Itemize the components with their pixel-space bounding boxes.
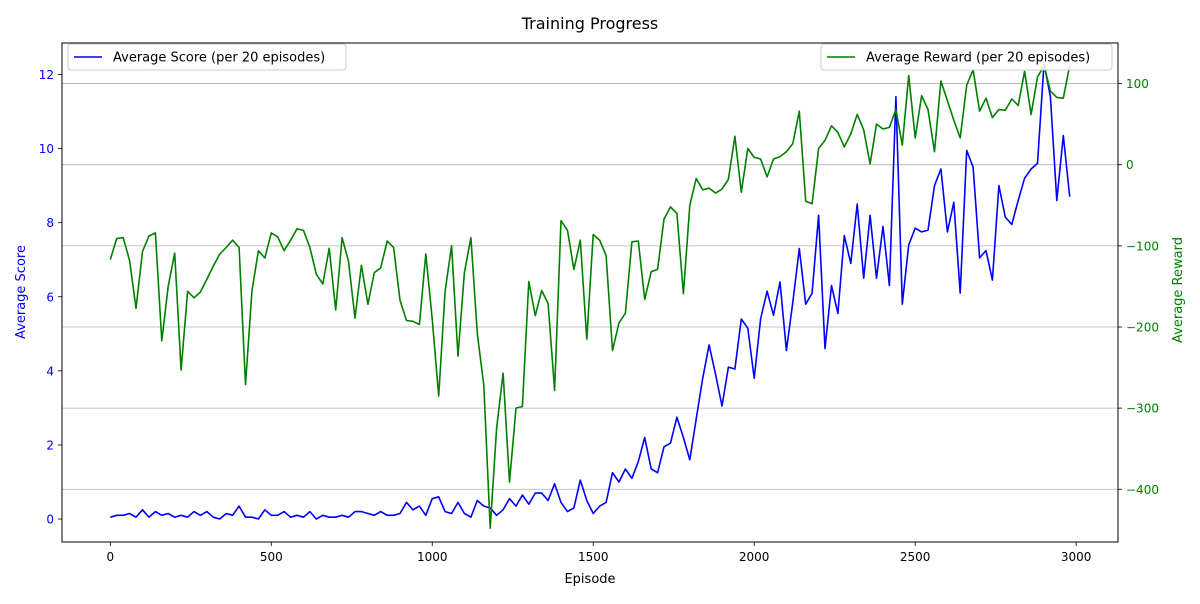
y-left-tick-label-0: 0 — [46, 513, 54, 527]
y-left-tick-label-3: 6 — [46, 290, 54, 304]
y-right-tick-label-2: −200 — [1126, 320, 1159, 334]
y-left-tick-label-1: 2 — [46, 438, 54, 452]
y-left-tick-label-2: 4 — [46, 364, 54, 378]
y-left-tick-label-6: 12 — [39, 68, 54, 82]
x-axis-label: Episode — [564, 572, 615, 587]
legend-score-label: Average Score (per 20 episodes) — [113, 51, 325, 66]
series-layer — [109, 62, 1071, 530]
y-right-tick-label-4: 0 — [1126, 158, 1134, 172]
legend-score: Average Score (per 20 episodes) — [67, 43, 347, 71]
chart-title: Training Progress — [521, 14, 659, 33]
y-axis-label-right: Average Reward — [1171, 237, 1186, 343]
x-tick-label-4: 2000 — [739, 550, 770, 564]
y-right-tick-label-3: −100 — [1126, 239, 1159, 253]
x-tick-label-3: 1500 — [578, 550, 609, 564]
y-axis-label-left: Average Score — [14, 245, 29, 339]
x-tick-label-2: 1000 — [417, 550, 448, 564]
plot-frame — [61, 42, 1119, 543]
y-left-tick-label-5: 10 — [39, 142, 54, 156]
score-series-line — [110, 62, 1071, 520]
ticks-layer: 0 500 1000 1500 2000 2500 3000024681012−400−30… — [39, 68, 1159, 564]
x-tick-label-0: 0 — [106, 550, 114, 564]
x-tick-label-5: 2500 — [900, 550, 931, 564]
y-left-tick-label-4: 8 — [46, 216, 54, 230]
x-tick-label-1: 500 — [260, 550, 283, 564]
y-right-tick-label-0: −400 — [1126, 483, 1159, 497]
x-tick-label-6: 3000 — [1061, 550, 1092, 564]
reward-series-line — [109, 64, 1071, 530]
legend-reward-label: Average Reward (per 20 episodes) — [866, 51, 1090, 66]
legend-score-box — [67, 43, 347, 71]
legend-reward-box — [820, 43, 1113, 71]
y-right-tick-label-5: 100 — [1126, 77, 1149, 91]
legend-reward: Average Reward (per 20 episodes) — [820, 43, 1113, 71]
y-right-tick-label-1: −300 — [1126, 402, 1159, 416]
